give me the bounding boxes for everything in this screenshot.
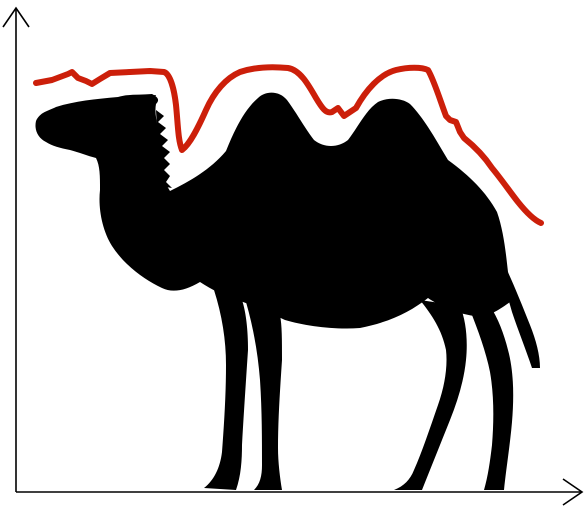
x-axis-arrowhead xyxy=(562,478,584,506)
camel-neck-fringe xyxy=(156,110,172,188)
camel-ear xyxy=(142,95,156,108)
camel-leg-hind-left xyxy=(394,300,467,490)
camel-body xyxy=(35,92,513,329)
camel-leg-front-left xyxy=(204,290,248,490)
axes xyxy=(2,6,584,506)
camel-tail xyxy=(502,268,540,368)
red-trend-line xyxy=(33,64,544,226)
camel-silhouette xyxy=(35,92,540,490)
y-axis-arrowhead xyxy=(2,6,30,28)
camel-leg-hind-right xyxy=(470,306,514,490)
camel-leg-front-right xyxy=(246,302,282,490)
